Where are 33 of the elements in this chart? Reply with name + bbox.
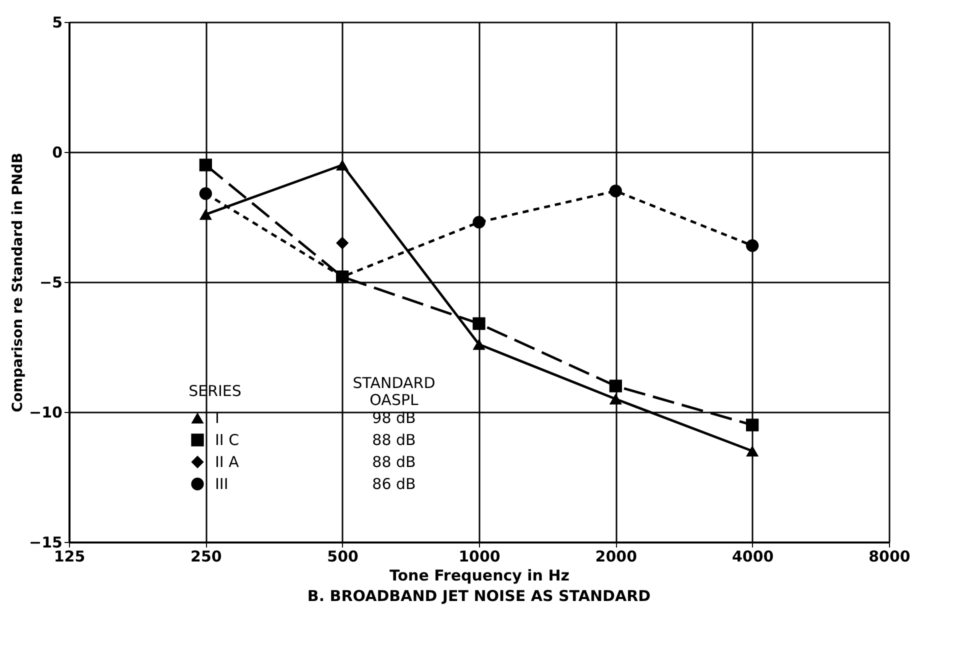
legend-label: III [215, 475, 228, 493]
point [199, 187, 212, 200]
point [199, 208, 212, 220]
annotation: 86 dB [372, 475, 416, 493]
x-tick-label: 500 [327, 548, 358, 566]
legend-label: II A [215, 453, 240, 471]
point [199, 158, 212, 172]
point [746, 446, 759, 456]
point [746, 239, 759, 252]
point [746, 418, 759, 432]
point [609, 184, 622, 198]
point [472, 216, 486, 229]
y-tick-label: 0 [52, 144, 62, 162]
point [472, 317, 486, 330]
text: B. BROADBAND JET NOISE AS STANDARD [307, 587, 651, 605]
y-tick-label: −5 [39, 274, 62, 292]
y-tick-label: −10 [29, 404, 62, 422]
y-tick-label: 5 [52, 14, 62, 32]
x-tick-label: 1000 [458, 548, 500, 566]
y-axis-title: Comparison re Standard in PNdB [10, 152, 26, 412]
annotation: 88 dB [372, 453, 416, 471]
x-axis-title: Tone Frequency in Hz [390, 566, 570, 584]
x-tick-label: 4000 [732, 548, 774, 566]
x-tick-label: 250 [190, 548, 222, 566]
point [336, 160, 349, 170]
annotation: 88 dB [372, 431, 416, 449]
point [472, 338, 486, 350]
point [609, 394, 622, 404]
annotation: STANDARD OASPL [352, 374, 436, 409]
legend-label: II C [215, 431, 240, 449]
x-tick-label: 8000 [868, 548, 910, 566]
x-tick-label: 2000 [595, 548, 638, 566]
point [609, 380, 622, 392]
